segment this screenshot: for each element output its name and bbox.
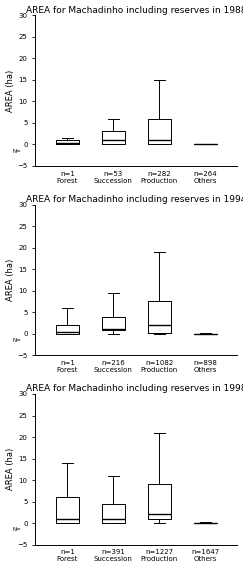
Title: AREA for Machadinho including reserves in 1994: AREA for Machadinho including reserves i… — [26, 195, 243, 204]
Y-axis label: AREA (ha): AREA (ha) — [6, 259, 15, 301]
Y-axis label: AREA (ha): AREA (ha) — [6, 448, 15, 490]
Text: N=: N= — [13, 527, 21, 532]
Text: N=: N= — [13, 338, 21, 343]
Y-axis label: AREA (ha): AREA (ha) — [6, 69, 15, 112]
Title: AREA for Machadinho including reserves in 1988: AREA for Machadinho including reserves i… — [26, 6, 243, 15]
Title: AREA for Machadinho including reserves in 1998: AREA for Machadinho including reserves i… — [26, 384, 243, 393]
Text: N=: N= — [13, 149, 21, 154]
